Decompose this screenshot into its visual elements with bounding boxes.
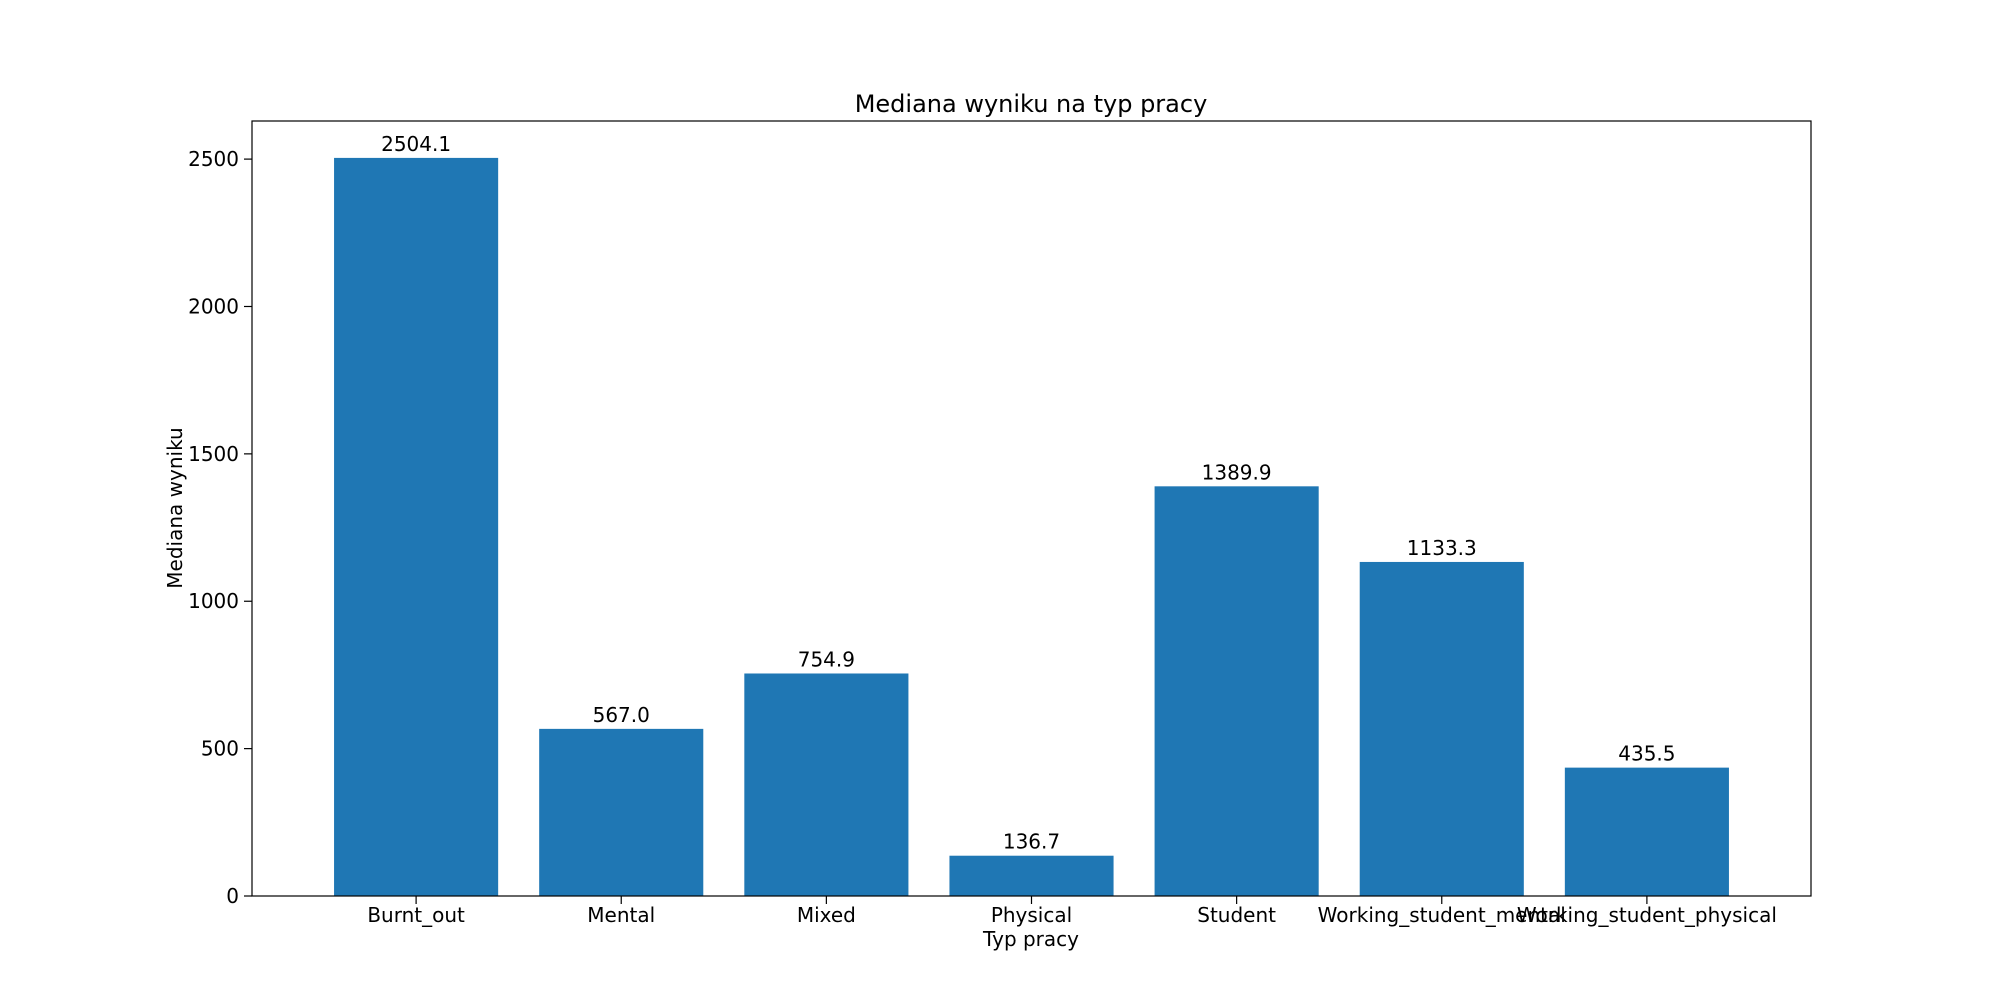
x-tick-label: Working_student_physical — [1517, 903, 1777, 927]
bar-value-label: 1389.9 — [1202, 460, 1272, 484]
bar-value-label: 435.5 — [1618, 742, 1675, 766]
chart-title: Mediana wyniku na typ pracy — [855, 90, 1208, 118]
plot-area: 2504.1 567.0 754.9 136.7 1389.9 1133.3 435.5 0 5… — [188, 120, 1812, 927]
y-tick-label: 2000 — [188, 294, 239, 318]
y-axis-label: Mediana wyniku — [163, 427, 187, 588]
x-tick-label: Burnt_out — [367, 903, 465, 927]
bar-value-label: 136.7 — [1003, 830, 1060, 854]
bar-value-label: 2504.1 — [381, 132, 451, 156]
x-tick-label: Physical — [991, 903, 1072, 927]
bar-value-label: 567.0 — [593, 703, 650, 727]
x-tick-label: Mixed — [797, 903, 856, 927]
bar-mental — [539, 728, 704, 896]
bar-working-student-mental — [1359, 561, 1524, 896]
y-tick-label: 1500 — [188, 442, 239, 466]
bar-student — [1154, 486, 1319, 896]
bar-value-label: 754.9 — [798, 647, 855, 671]
y-tick-label: 2500 — [188, 147, 239, 171]
x-tick-label: Mental — [587, 903, 655, 927]
y-tick-label: 1000 — [188, 589, 239, 613]
x-tick-label: Student — [1197, 903, 1276, 927]
bar-working-student-physical — [1564, 767, 1729, 896]
bar-physical — [949, 855, 1114, 896]
y-tick-label: 0 — [226, 884, 239, 908]
y-tick-label: 500 — [201, 737, 239, 761]
x-axis-label: Typ pracy — [982, 927, 1079, 951]
bar-mixed — [744, 673, 909, 896]
bar-burnt-out — [334, 157, 499, 896]
bar-value-label: 1133.3 — [1407, 536, 1477, 560]
x-tick-label: Working_student_mental — [1318, 903, 1566, 927]
